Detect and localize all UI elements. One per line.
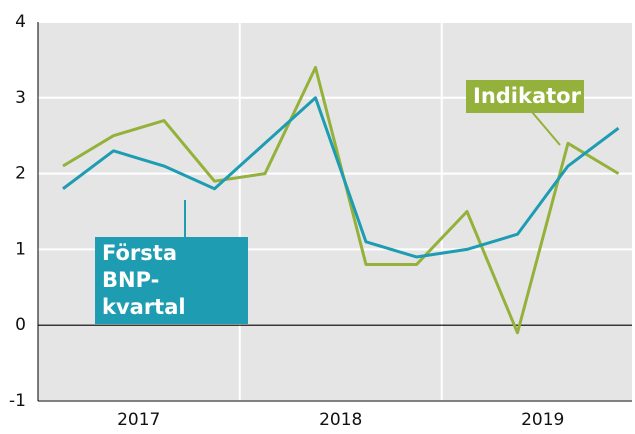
x-tick-label: 2018 [319, 410, 362, 430]
y-tick-label: 0 [15, 315, 26, 335]
y-tick-label: 1 [15, 239, 26, 259]
x-tick-label: 2019 [521, 410, 564, 430]
plot-area [38, 22, 632, 401]
series-line [62, 96, 620, 259]
y-tick-label: -1 [9, 391, 26, 411]
y-tick-label: 3 [15, 88, 26, 108]
series-label: Indikator [466, 80, 584, 113]
label-pointer [531, 111, 561, 146]
y-tick-label: 4 [15, 12, 26, 32]
y-tick-label: 2 [15, 164, 26, 184]
x-tick-label: 2017 [117, 410, 160, 430]
series-label: Första BNP-kvartal [95, 237, 248, 324]
